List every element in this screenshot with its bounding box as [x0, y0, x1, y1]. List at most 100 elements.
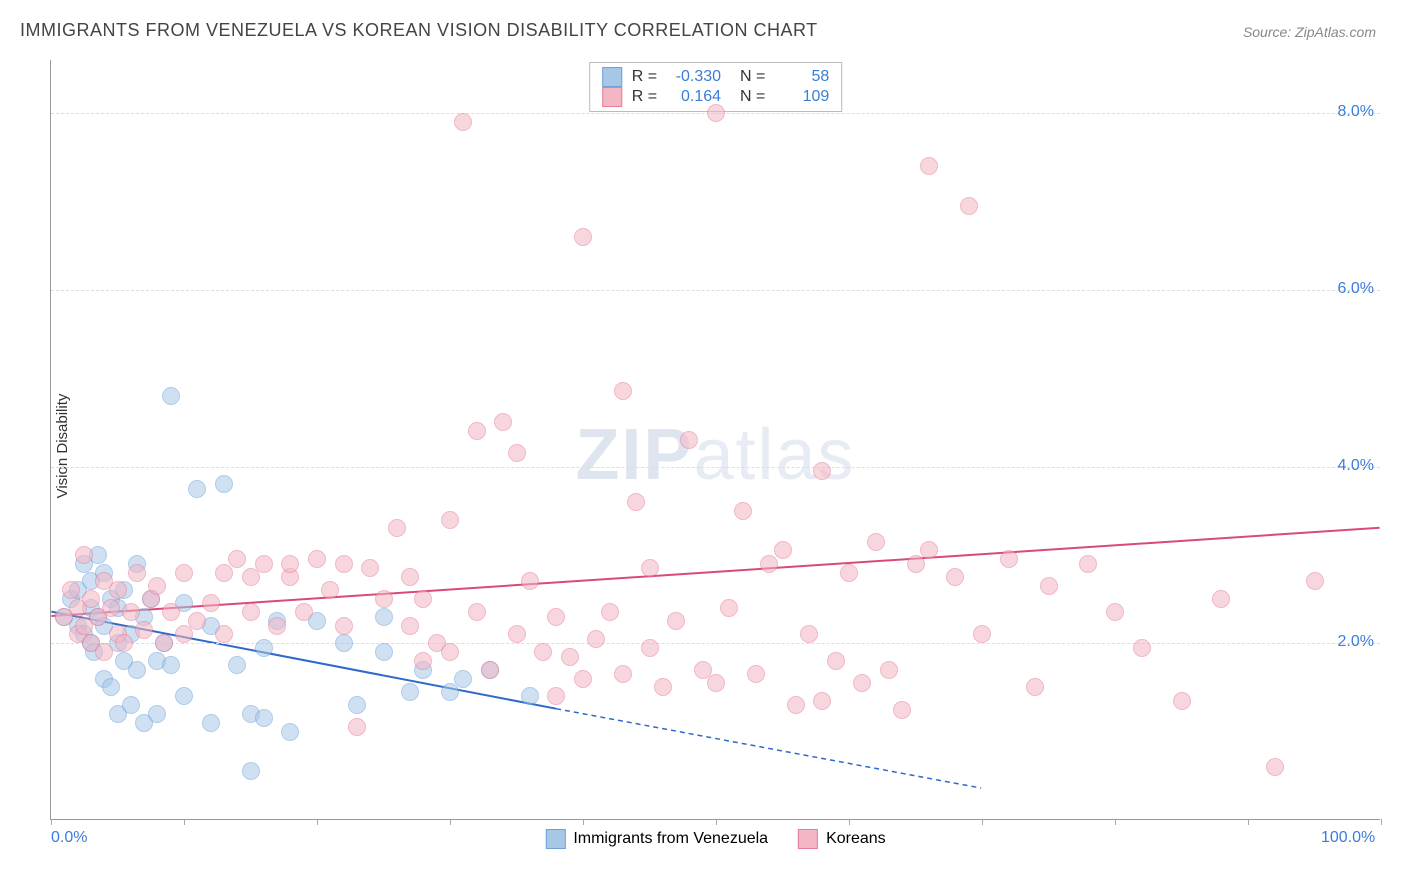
data-point — [614, 665, 632, 683]
chart-container: IMMIGRANTS FROM VENEZUELA VS KOREAN VISI… — [0, 0, 1406, 892]
ytick-label: 4.0% — [1338, 457, 1374, 475]
data-point — [122, 696, 140, 714]
data-point — [1040, 577, 1058, 595]
plot-area: ZIPatlas R = -0.330 N = 58 R = 0.164 N =… — [50, 60, 1380, 820]
bottom-legend: Immigrants from Venezuela Koreans — [545, 829, 885, 849]
data-point — [215, 625, 233, 643]
data-point — [255, 555, 273, 573]
data-point — [1133, 639, 1151, 657]
data-point — [62, 581, 80, 599]
data-point — [335, 634, 353, 652]
gridline — [51, 643, 1380, 644]
data-point — [734, 502, 752, 520]
data-point — [920, 541, 938, 559]
data-point — [401, 568, 419, 586]
data-point — [228, 550, 246, 568]
r-value-1: -0.330 — [667, 68, 721, 86]
data-point — [162, 603, 180, 621]
data-point — [508, 625, 526, 643]
data-point — [115, 634, 133, 652]
data-point — [175, 625, 193, 643]
data-point — [281, 555, 299, 573]
n-label: N = — [731, 68, 765, 86]
legend-item-venezuela: Immigrants from Venezuela — [545, 829, 768, 849]
data-point — [707, 104, 725, 122]
data-point — [148, 577, 166, 595]
source-label: Source: ZipAtlas.com — [1243, 24, 1376, 40]
xtick — [583, 819, 584, 825]
data-point — [760, 555, 778, 573]
xtick — [1381, 819, 1382, 825]
data-point — [747, 665, 765, 683]
data-point — [1000, 550, 1018, 568]
data-point — [641, 559, 659, 577]
data-point — [574, 228, 592, 246]
data-point — [454, 670, 472, 688]
xtick — [317, 819, 318, 825]
data-point — [162, 387, 180, 405]
data-point — [468, 422, 486, 440]
data-point — [295, 603, 313, 621]
r-label: R = — [632, 88, 657, 106]
data-point — [1212, 590, 1230, 608]
data-point — [813, 692, 831, 710]
data-point — [587, 630, 605, 648]
data-point — [308, 550, 326, 568]
data-point — [534, 643, 552, 661]
data-point — [1266, 758, 1284, 776]
data-point — [375, 590, 393, 608]
data-point — [441, 643, 459, 661]
data-point — [614, 382, 632, 400]
data-point — [973, 625, 991, 643]
xtick — [1248, 819, 1249, 825]
data-point — [242, 762, 260, 780]
ytick-label: 6.0% — [1338, 280, 1374, 298]
data-point — [1079, 555, 1097, 573]
legend-item-koreans: Koreans — [798, 829, 886, 849]
data-point — [827, 652, 845, 670]
xtick — [716, 819, 717, 825]
data-point — [335, 617, 353, 635]
stats-swatch-1 — [602, 67, 622, 87]
n-value-2: 109 — [775, 88, 829, 106]
xtick — [1115, 819, 1116, 825]
gridline — [51, 290, 1380, 291]
data-point — [268, 617, 286, 635]
data-point — [188, 612, 206, 630]
data-point — [202, 714, 220, 732]
data-point — [95, 643, 113, 661]
n-value-1: 58 — [775, 68, 829, 86]
data-point — [840, 564, 858, 582]
data-point — [1173, 692, 1191, 710]
data-point — [1306, 572, 1324, 590]
data-point — [867, 533, 885, 551]
data-point — [175, 687, 193, 705]
xtick — [849, 819, 850, 825]
watermark-zip: ZIP — [575, 415, 693, 495]
data-point — [454, 113, 472, 131]
data-point — [547, 608, 565, 626]
data-point — [228, 656, 246, 674]
legend-swatch-venezuela — [545, 829, 565, 849]
xtick — [450, 819, 451, 825]
data-point — [375, 643, 393, 661]
data-point — [893, 701, 911, 719]
data-point — [414, 590, 432, 608]
data-point — [667, 612, 685, 630]
stats-row-1: R = -0.330 N = 58 — [602, 67, 830, 87]
xtick — [184, 819, 185, 825]
data-point — [388, 519, 406, 537]
data-point — [122, 603, 140, 621]
data-point — [188, 480, 206, 498]
data-point — [321, 581, 339, 599]
data-point — [348, 718, 366, 736]
data-point — [641, 639, 659, 657]
data-point — [508, 444, 526, 462]
data-point — [162, 656, 180, 674]
chart-title: IMMIGRANTS FROM VENEZUELA VS KOREAN VISI… — [20, 20, 818, 41]
data-point — [494, 413, 512, 431]
data-point — [468, 603, 486, 621]
data-point — [175, 564, 193, 582]
data-point — [680, 431, 698, 449]
data-point — [441, 683, 459, 701]
